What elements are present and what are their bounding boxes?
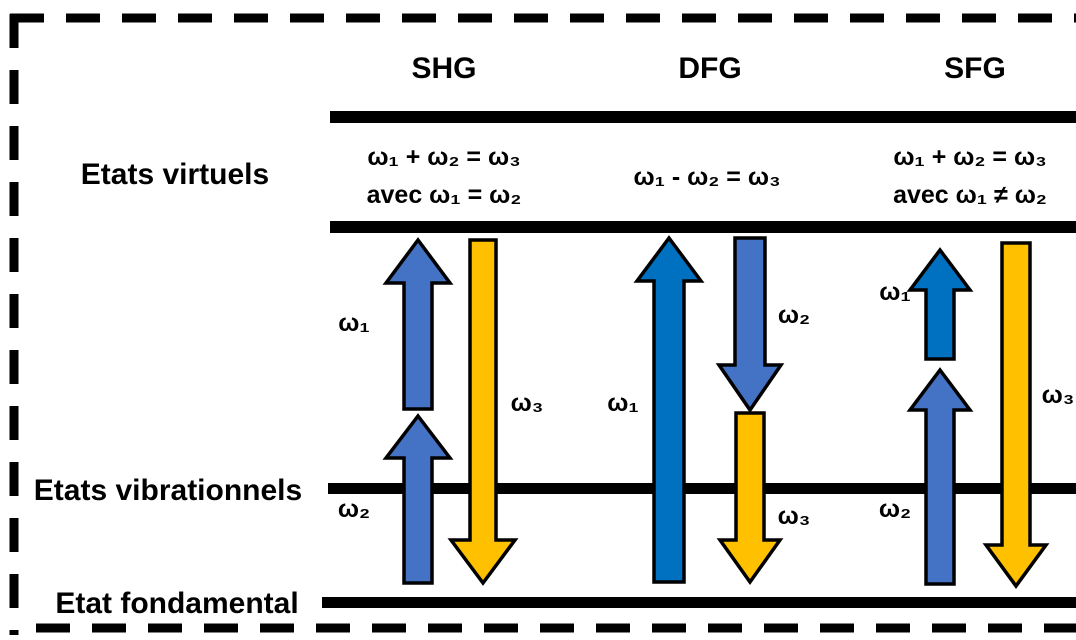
shg-equation-condition: avec ω₁ = ω₂ — [367, 181, 522, 209]
shg-w2-up-arrow — [382, 413, 454, 585]
dfg-equation-difference: ω₁ - ω₂ = ω₃ — [633, 163, 780, 191]
sfg-w2-up-arrow — [906, 367, 974, 586]
vibrational-level-line — [328, 483, 1076, 494]
sfg-w1-up-arrow — [906, 247, 974, 361]
shg-w1-label: ω₁ — [338, 309, 369, 337]
shg-w1-up-arrow — [382, 237, 454, 411]
dashed-frame — [9, 13, 1076, 635]
sfg-equation-sum: ω₁ + ω₂ = ω₃ — [893, 143, 1046, 171]
dfg-w1-label: ω₁ — [607, 389, 638, 417]
virtual-level-line-bottom — [330, 221, 1076, 233]
shg-equation-sum: ω₁ + ω₂ = ω₃ — [367, 143, 520, 171]
label-ground-state: Etat fondamental — [55, 587, 298, 620]
shg-w3-down-arrow — [447, 238, 519, 586]
dfg-w3-label: ω₃ — [778, 502, 811, 530]
dfg-w3-down-arrow — [716, 411, 784, 586]
sfg-w3-label: ω₃ — [1042, 381, 1075, 409]
sfg-w1-label: ω₁ — [879, 278, 910, 306]
shg-w3-label: ω₃ — [511, 389, 544, 417]
sfg-equation-condition: avec ω₁ ≠ ω₂ — [893, 181, 1047, 209]
shg-w2-label: ω₂ — [338, 495, 370, 523]
label-vibrational-states: Etats vibrationnels — [34, 474, 302, 507]
dfg-w2-down-arrow — [715, 236, 785, 414]
sfg-w3-down-arrow — [982, 241, 1050, 589]
ground-level-line — [322, 597, 1076, 608]
dfg-w2-label: ω₂ — [778, 301, 810, 329]
title-sfg: SFG — [944, 52, 1006, 85]
label-virtual-states: Etats virtuels — [81, 158, 269, 191]
virtual-level-line-top — [330, 111, 1076, 123]
sfg-w2-label: ω₂ — [879, 495, 911, 523]
dfg-w1-up-arrow — [633, 235, 705, 584]
title-dfg: DFG — [678, 52, 741, 85]
title-shg: SHG — [411, 52, 476, 85]
